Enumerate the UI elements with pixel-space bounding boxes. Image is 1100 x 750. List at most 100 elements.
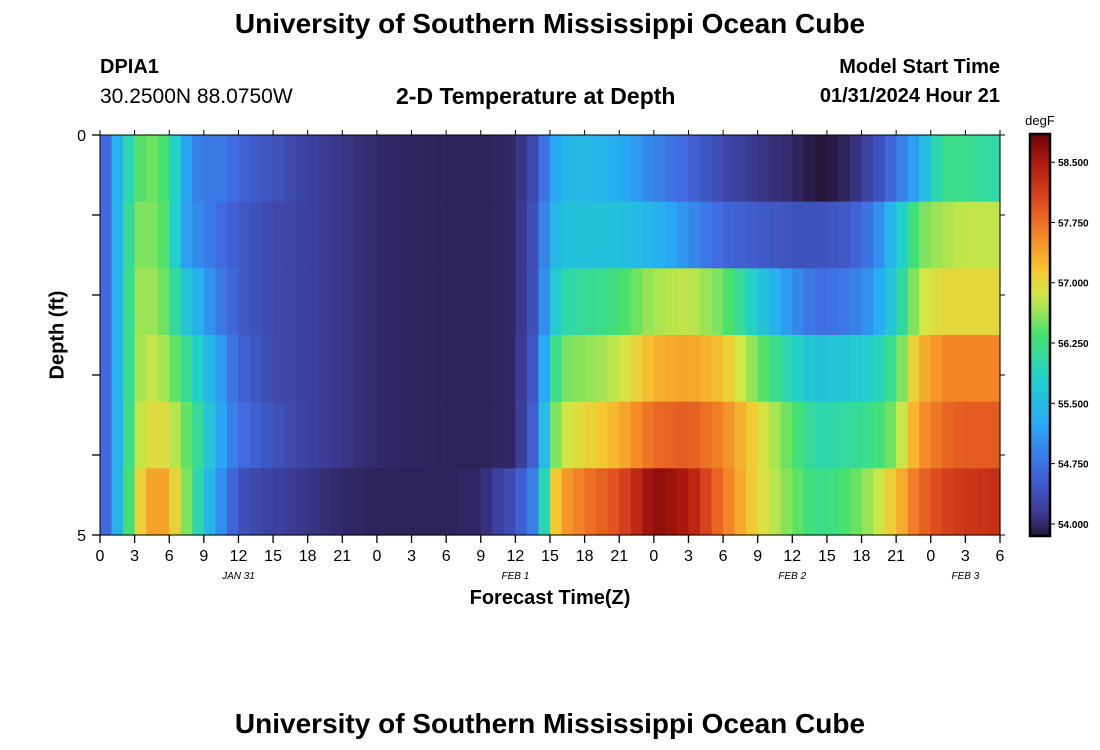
heatmap-cell (515, 335, 528, 403)
heatmap-cell (584, 401, 597, 469)
heatmap-cell (942, 268, 955, 336)
heatmap-cell (688, 468, 701, 536)
heatmap-cell (826, 135, 840, 203)
heatmap-cell (965, 268, 978, 336)
heatmap-cell (676, 468, 690, 536)
heatmap-cell (457, 335, 470, 403)
heatmap-cell (480, 268, 493, 336)
heatmap-cell (273, 135, 286, 203)
heatmap-cell (734, 268, 747, 336)
heatmap-cell (896, 401, 909, 469)
heatmap-cell (469, 468, 482, 536)
heatmap-cell (792, 468, 805, 536)
heatmap-cell (723, 201, 736, 269)
heatmap-cell (780, 201, 793, 269)
heatmap-cell (861, 201, 874, 269)
heatmap-cell (169, 201, 182, 269)
heatmap-cell (296, 468, 309, 536)
heatmap-cell (457, 401, 470, 469)
heatmap-cell (457, 268, 470, 336)
x-tick-label: 6 (442, 548, 451, 565)
x-tick-label: 21 (610, 548, 628, 565)
heatmap-cell (873, 268, 886, 336)
heatmap-cell (365, 201, 378, 269)
x-tick-label: 0 (96, 548, 105, 565)
heatmap-cell (203, 135, 216, 203)
heatmap-cell (423, 401, 436, 469)
heatmap-cell (434, 268, 447, 336)
y-tick-label: 5 (77, 528, 86, 545)
heatmap-cell (884, 401, 897, 469)
heatmap-cell (492, 201, 505, 269)
heatmap-cell (942, 468, 955, 536)
heatmap-cell (330, 201, 343, 269)
colorbar-tick-label: 57.750 (1058, 218, 1089, 229)
heatmap-cell (480, 468, 493, 536)
heatmap-cell (411, 468, 424, 536)
heatmap-cell (907, 468, 920, 536)
colorbar-tick-label: 55.500 (1058, 399, 1089, 410)
heatmap-cell (884, 201, 897, 269)
heatmap-cell (573, 135, 586, 203)
heatmap-cell (180, 135, 193, 203)
heatmap-cell (446, 335, 459, 403)
heatmap-cell (803, 401, 816, 469)
heatmap-cell (515, 401, 528, 469)
heatmap-cell (423, 201, 436, 269)
heatmap-cell (815, 268, 828, 336)
heatmap-cell (700, 201, 713, 269)
heatmap-cell (492, 401, 505, 469)
heatmap-cell (319, 401, 332, 469)
heatmap-cell (423, 468, 436, 536)
heatmap-cell (826, 401, 840, 469)
heatmap-cell (203, 468, 216, 536)
x-tick-label: 9 (476, 548, 485, 565)
heatmap-cell (630, 401, 643, 469)
heatmap-cell (215, 468, 228, 536)
heatmap-cell (446, 401, 459, 469)
heatmap-cell (192, 468, 205, 536)
heatmap-cell (353, 135, 366, 203)
model-start-value: 01/31/2024 Hour 21 (819, 85, 1000, 107)
heatmap-cell (769, 201, 782, 269)
heatmap-cell (319, 335, 332, 403)
heatmap-cell (226, 401, 240, 469)
heatmap-cell (700, 335, 713, 403)
heatmap-cell (215, 335, 228, 403)
heatmap-cell (238, 401, 251, 469)
heatmap-cell (526, 468, 540, 536)
heatmap-cell (203, 201, 216, 269)
heatmap-cell (365, 401, 378, 469)
x-tick-label: 9 (753, 548, 762, 565)
heatmap-cell (907, 135, 920, 203)
heatmap-cell (353, 401, 366, 469)
heatmap-cell (400, 201, 413, 269)
heatmap-cell (930, 135, 943, 203)
x-tick-label: 15 (818, 548, 836, 565)
heatmap-cell (400, 268, 413, 336)
heatmap-cell (457, 201, 470, 269)
heatmap-cell (873, 401, 886, 469)
heatmap-cell (965, 401, 978, 469)
heatmap-cell (665, 201, 678, 269)
heatmap-cell (815, 401, 828, 469)
heatmap-cell (284, 268, 297, 336)
heatmap-cell (157, 401, 170, 469)
heatmap-cell (953, 268, 966, 336)
heatmap-cell (976, 268, 990, 336)
heatmap-cell (976, 135, 990, 203)
heatmap-cell (803, 335, 816, 403)
heatmap-cell (573, 268, 586, 336)
heatmap-cell (596, 401, 609, 469)
heatmap-cell (342, 468, 355, 536)
heatmap-cell (157, 335, 170, 403)
heatmap-cell (503, 135, 516, 203)
station-coords: 30.2500N 88.0750W (100, 85, 293, 108)
heatmap-cell (642, 468, 655, 536)
x-tick-label: 15 (541, 548, 559, 565)
heatmap-cell (711, 335, 724, 403)
heatmap-cell (180, 201, 193, 269)
heatmap-cell (861, 468, 874, 536)
heatmap-cell (226, 468, 240, 536)
colorbar-tick-label: 54.000 (1058, 520, 1089, 531)
